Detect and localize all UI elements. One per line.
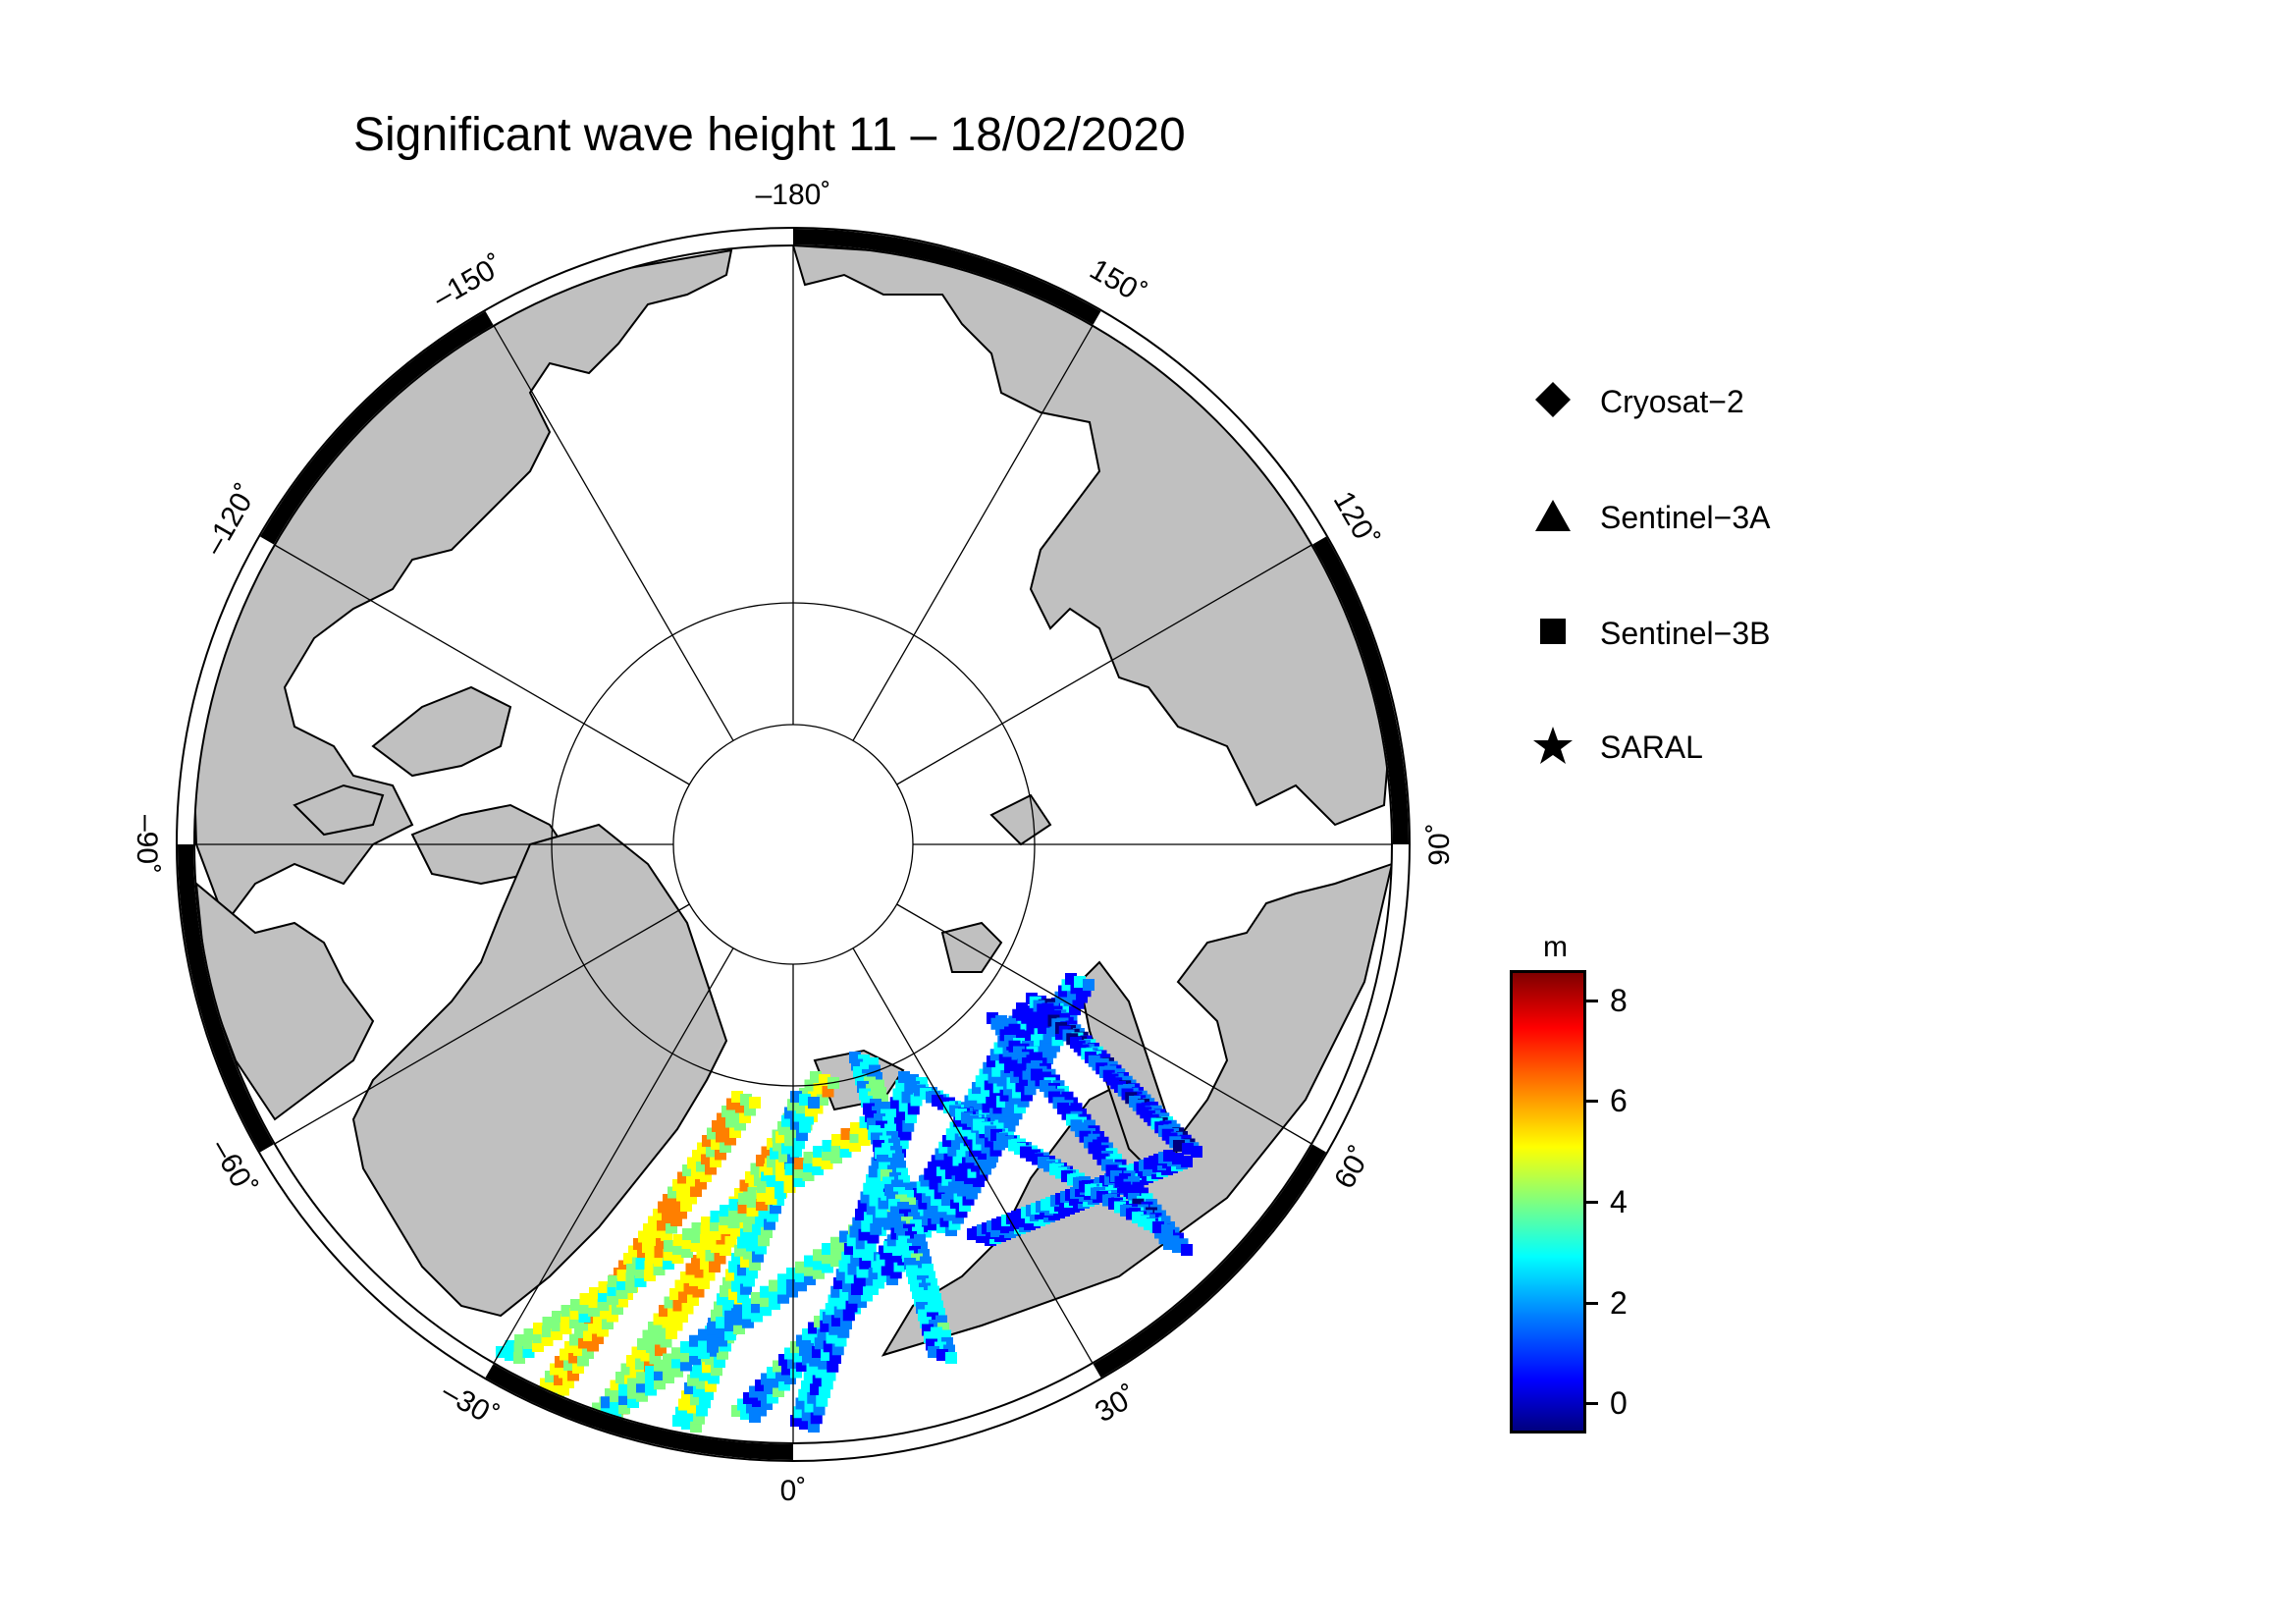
graticule <box>194 245 1392 1443</box>
frame-segment <box>1093 1144 1326 1378</box>
colorbar-tick <box>1586 1201 1598 1204</box>
colorbar-tick <box>1586 999 1598 1002</box>
meridian-line <box>852 325 1094 741</box>
longitude-label: 30˚ <box>1090 1380 1143 1429</box>
legend-label: Sentinel−3B <box>1600 616 1771 651</box>
meridian-line <box>274 544 690 785</box>
triangle-icon <box>1535 500 1571 531</box>
legend-item-sentinel-3a: Sentinel−3A <box>1531 494 1924 543</box>
longitude-label: 60˚ <box>1328 1141 1377 1194</box>
frame-segment <box>485 1364 794 1460</box>
colorbar-tick-label: 4 <box>1610 1184 1628 1219</box>
legend-item-sentinel-3b: Sentinel−3B <box>1531 610 1924 659</box>
frame-segment <box>1312 536 1409 845</box>
land-islands-1 <box>371 685 512 778</box>
square-icon <box>1540 619 1566 644</box>
longitude-label: 120˚ <box>1327 486 1385 554</box>
land-greenland <box>351 823 728 1318</box>
wave-height-point <box>1191 1146 1202 1158</box>
diamond-icon <box>1535 382 1571 417</box>
longitude-label: –150˚ <box>428 249 509 315</box>
wave-height-point <box>1161 1224 1173 1236</box>
legend-label: Sentinel−3A <box>1600 500 1771 535</box>
longitude-label: –90˚ <box>131 815 163 874</box>
longitude-label: 150˚ <box>1085 253 1152 311</box>
longitude-label: 0˚ <box>780 1475 807 1507</box>
colorbar-tick <box>1586 1402 1598 1406</box>
wave-height-point <box>808 1097 820 1109</box>
frame-segment <box>260 311 494 545</box>
wave-height-point <box>945 1352 957 1364</box>
wave-height-point <box>1181 1156 1193 1167</box>
legend-item-cryosat: Cryosat−2 <box>1531 378 1924 427</box>
meridian-line <box>493 947 734 1364</box>
wave-height-tracks <box>496 973 1202 1433</box>
colorbar-tick <box>1586 1301 1598 1305</box>
legend-label: SARAL <box>1600 730 1703 765</box>
map-frame <box>176 227 1411 1462</box>
frame-segment <box>178 843 274 1153</box>
meridian-line <box>852 947 1094 1364</box>
wave-height-point <box>1181 1244 1193 1256</box>
meridian-line <box>274 903 690 1145</box>
meridian-line <box>896 544 1312 785</box>
longitude-label: 90˚ <box>1423 823 1456 865</box>
chart-title: Significant wave height 11 – 18/02/2020 <box>353 109 1186 161</box>
colorbar-tick-label: 8 <box>1610 982 1628 1018</box>
meridian-line <box>896 903 1312 1145</box>
wave-height-point <box>749 1097 761 1109</box>
wave-height-point <box>1083 979 1095 991</box>
land-islands-3 <box>293 784 385 837</box>
legend-item-saral: SARAL <box>1531 724 1924 773</box>
colorbar-tick-label: 2 <box>1610 1284 1628 1321</box>
colorbar-tick-label: 6 <box>1610 1083 1628 1119</box>
frame-segment <box>792 229 1101 325</box>
colorbar-tick <box>1586 1100 1598 1104</box>
longitude-label: –180˚ <box>756 179 831 211</box>
colorbar-unit: m <box>1543 931 1568 963</box>
colorbar <box>1510 970 1586 1434</box>
longitude-label: –120˚ <box>198 479 264 561</box>
land-severnaya <box>989 793 1052 846</box>
star-icon <box>1533 727 1573 764</box>
legend-label: Cryosat−2 <box>1600 384 1744 419</box>
meridian-line <box>493 325 734 741</box>
colorbar-tick-label: 0 <box>1610 1385 1628 1422</box>
